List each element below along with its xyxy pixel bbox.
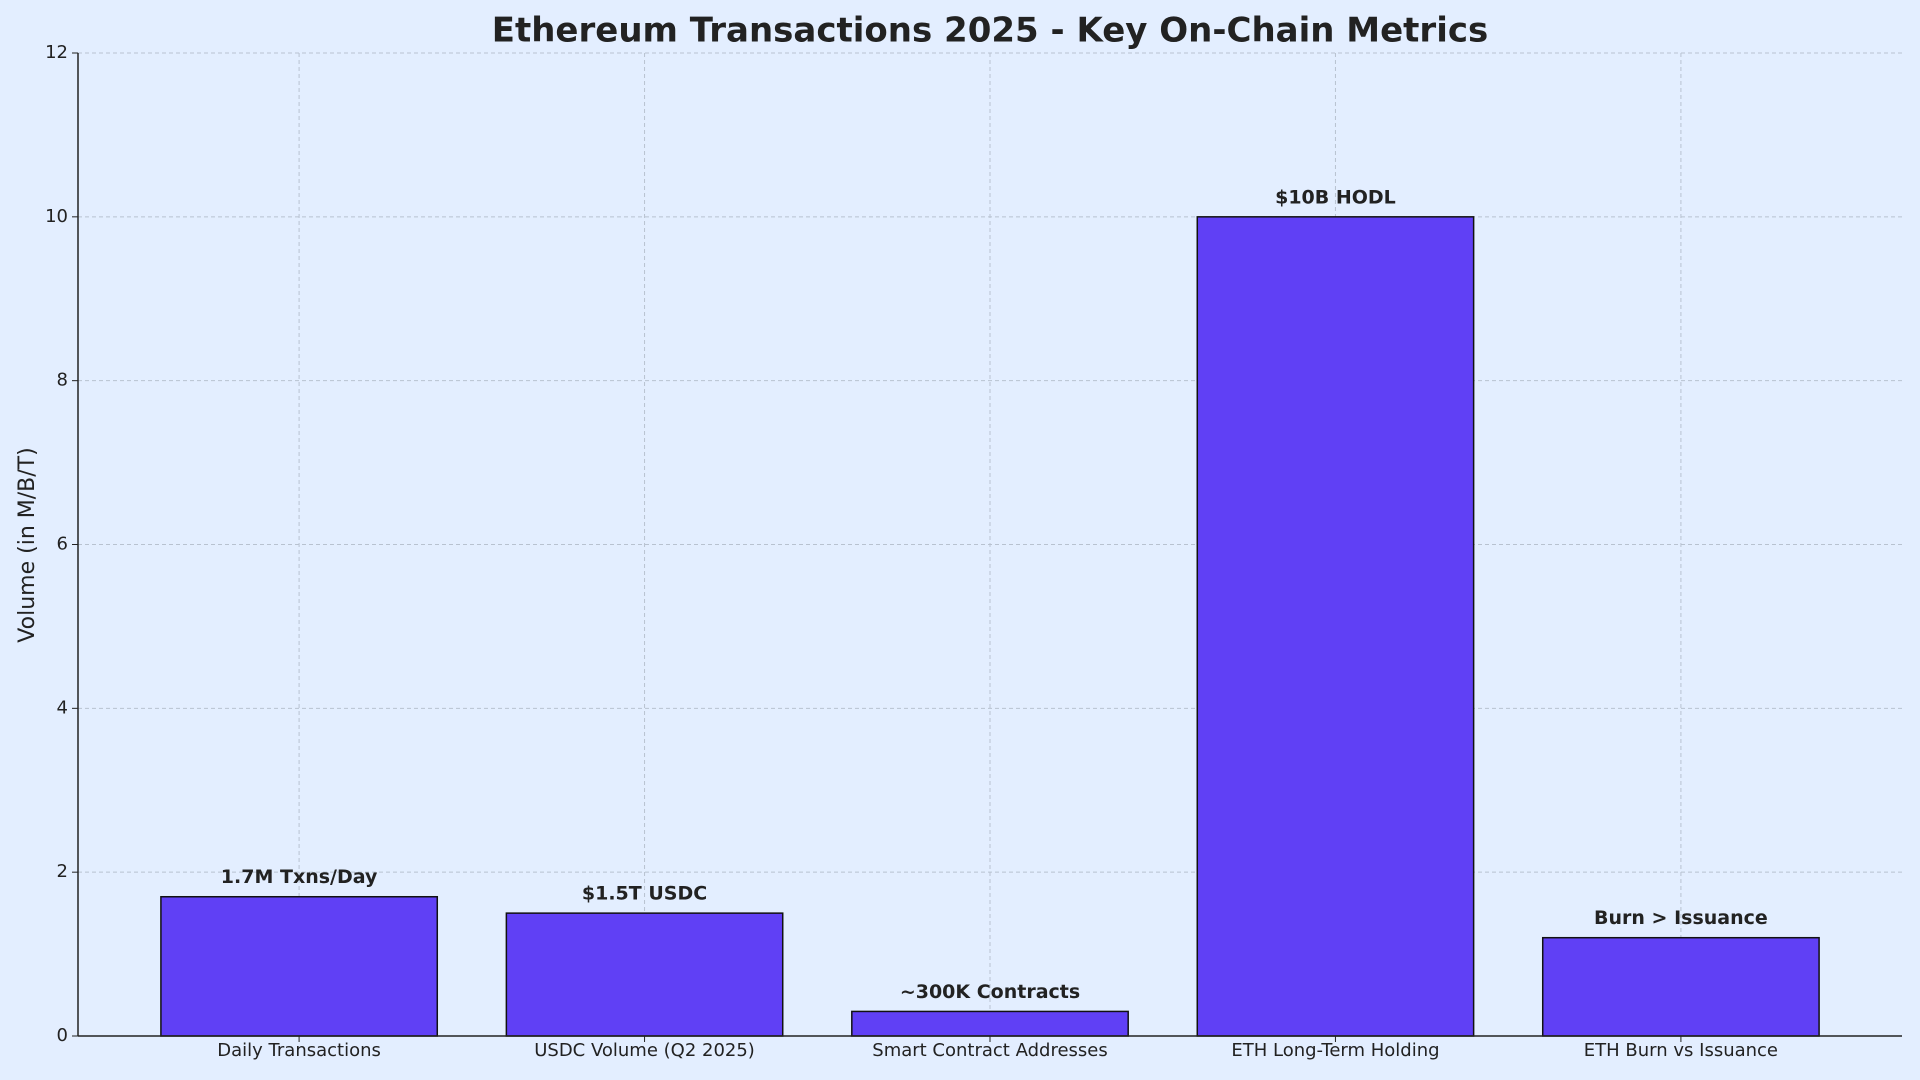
bar bbox=[1541, 936, 1820, 1037]
bar bbox=[1196, 216, 1475, 1037]
x-tick-label: USDC Volume (Q2 2025) bbox=[534, 1040, 755, 1061]
bar bbox=[505, 912, 784, 1037]
value-label: $10B HODL bbox=[1275, 186, 1396, 208]
bar bbox=[851, 1010, 1129, 1037]
value-label: ~300K Contracts bbox=[900, 981, 1080, 1003]
x-tick-label: ETH Long-Term Holding bbox=[1231, 1040, 1439, 1061]
y-tick-label: 2 bbox=[57, 861, 68, 882]
bar bbox=[160, 895, 439, 1037]
x-tick-label: Daily Transactions bbox=[217, 1040, 381, 1061]
y-tick-label: 0 bbox=[57, 1025, 68, 1046]
value-label: $1.5T USDC bbox=[582, 883, 707, 905]
y-tick-label: 10 bbox=[45, 206, 68, 227]
value-label: 1.7M Txns/Day bbox=[221, 866, 378, 888]
y-tick-label: 12 bbox=[45, 42, 68, 63]
y-tick-label: 8 bbox=[57, 370, 68, 391]
chart-title: Ethereum Transactions 2025 - Key On-Chai… bbox=[492, 11, 1489, 51]
x-tick-label: ETH Burn vs Issuance bbox=[1584, 1040, 1778, 1061]
value-label: Burn > Issuance bbox=[1594, 907, 1768, 929]
y-tick-label: 4 bbox=[57, 697, 68, 718]
x-tick-label: Smart Contract Addresses bbox=[872, 1040, 1107, 1061]
y-axis-label: Volume (in M/B/T) bbox=[15, 447, 40, 642]
y-tick-label: 6 bbox=[57, 534, 68, 555]
